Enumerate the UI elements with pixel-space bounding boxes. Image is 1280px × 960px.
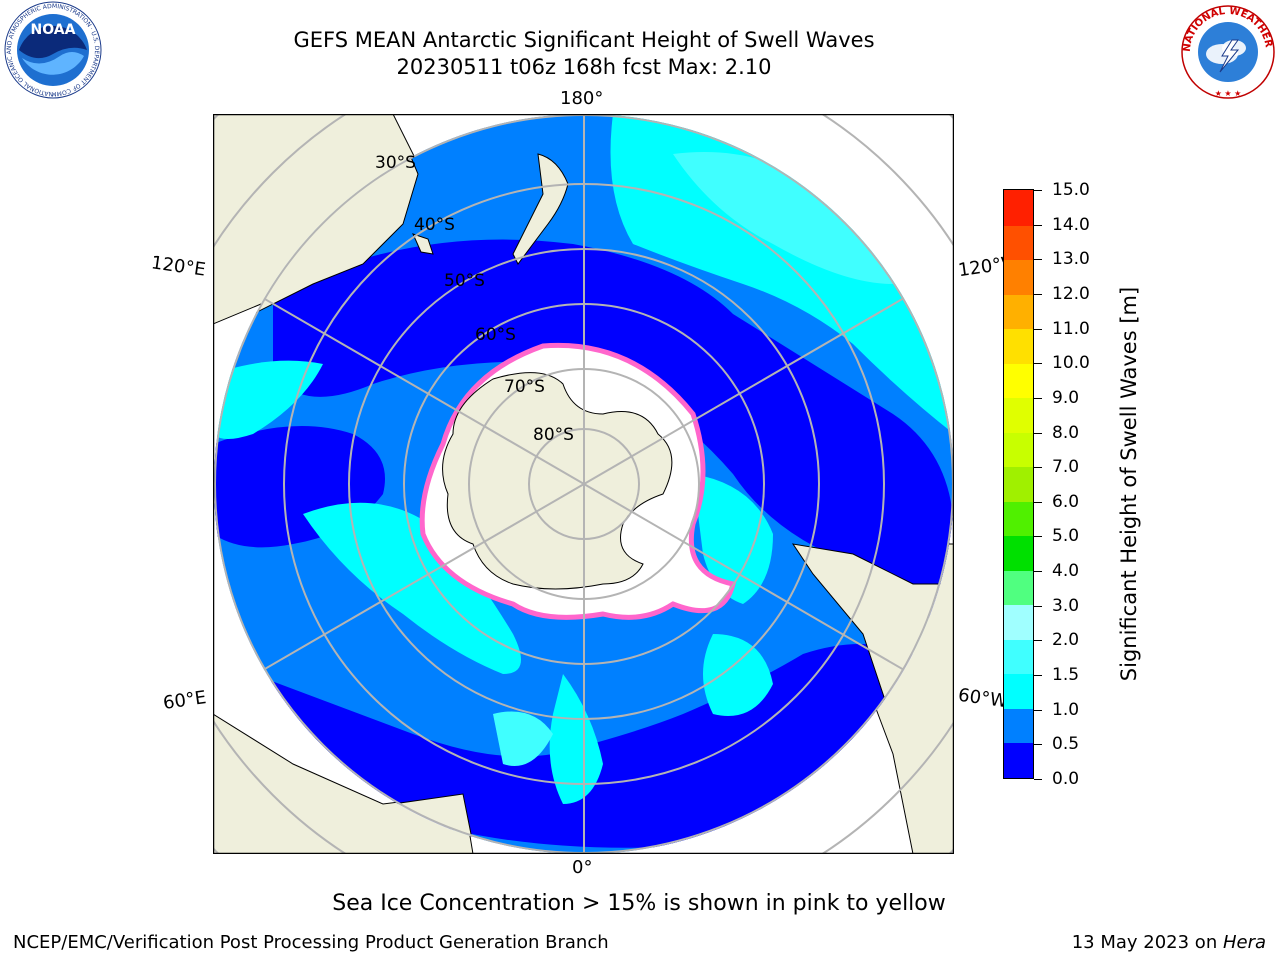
polar-map: 30°S 40°S 50°S 60°S 70°S 80°S — [213, 114, 954, 854]
colorbar-tick — [1034, 536, 1042, 538]
chart-title: GEFS MEAN Antarctic Significant Height o… — [293, 28, 875, 52]
colorbar-tick-label: 9.0 — [1052, 387, 1080, 408]
colorbar-tick — [1034, 363, 1042, 365]
colorbar-tick — [1034, 744, 1042, 746]
lon-label-60w: 60°W — [956, 684, 1009, 713]
colorbar-tick — [1034, 328, 1042, 330]
colorbar-segment — [1004, 570, 1033, 606]
colorbar-title: Significant Height of Swell Waves [m] — [1117, 286, 1141, 682]
colorbar-tick — [1034, 779, 1042, 780]
colorbar-tick — [1034, 190, 1042, 191]
colorbar-segment — [1004, 604, 1033, 640]
colorbar-segment — [1004, 294, 1033, 330]
colorbar-segment — [1004, 466, 1033, 502]
colorbar-tick-label: 1.5 — [1052, 665, 1080, 686]
colorbar-tick-label: 11.0 — [1052, 318, 1090, 339]
colorbar-segment — [1004, 639, 1033, 675]
colorbar — [1003, 189, 1034, 779]
lon-label-120e: 120°E — [149, 252, 207, 281]
colorbar-tick — [1034, 605, 1042, 607]
colorbar-tick — [1034, 259, 1042, 261]
colorbar-segment — [1004, 328, 1033, 364]
chart-subtitle: 20230511 t06z 168h fcst Max: 2.10 — [396, 55, 772, 79]
colorbar-segment — [1004, 535, 1033, 571]
colorbar-segment — [1004, 501, 1033, 537]
svg-text:NOAA: NOAA — [31, 22, 76, 38]
system-name: Hera — [1222, 932, 1266, 953]
colorbar-tick — [1034, 501, 1042, 503]
colorbar-tick-label: 0.0 — [1052, 769, 1080, 789]
colorbar-tick-label: 8.0 — [1052, 422, 1080, 443]
colorbar-segment — [1004, 708, 1033, 744]
nws-logo: NATIONAL WEATHER SERVICE ★ ★ ★ — [1176, 0, 1275, 99]
colorbar-tick — [1034, 293, 1042, 295]
colorbar-tick-label: 14.0 — [1052, 214, 1090, 235]
date-text: 13 May 2023 on Hera — [1072, 932, 1266, 953]
colorbar-tick-label: 7.0 — [1052, 457, 1080, 478]
lon-label-180: 180° — [560, 88, 604, 109]
credit-text: NCEP/EMC/Verification Post Processing Pr… — [13, 932, 609, 953]
colorbar-segment — [1004, 673, 1033, 709]
colorbar-tick-label: 13.0 — [1052, 249, 1090, 270]
colorbar-segment — [1004, 190, 1033, 226]
lat-label-60s: 60°S — [475, 325, 516, 345]
colorbar-segment — [1004, 432, 1033, 468]
colorbar-tick-label: 6.0 — [1052, 491, 1080, 512]
colorbar-tick-label: 2.0 — [1052, 630, 1080, 651]
colorbar-tick — [1034, 224, 1042, 226]
colorbar-tick — [1034, 675, 1042, 677]
colorbar-tick-label: 10.0 — [1052, 353, 1090, 374]
colorbar-tick — [1034, 432, 1042, 434]
colorbar-segment — [1004, 224, 1033, 261]
colorbar-tick-label: 1.0 — [1052, 699, 1080, 720]
lat-label-50s: 50°S — [444, 271, 485, 291]
colorbar-tick — [1034, 640, 1042, 642]
colorbar-segment — [1004, 742, 1033, 778]
lat-label-30s: 30°S — [375, 153, 416, 173]
colorbar-tick-label: 0.5 — [1052, 734, 1080, 755]
svg-text:★ ★ ★: ★ ★ ★ — [1215, 89, 1242, 98]
lat-label-80s: 80°S — [533, 425, 574, 445]
lon-label-60e: 60°E — [161, 687, 208, 714]
lat-label-70s: 70°S — [504, 377, 545, 397]
colorbar-segment — [1004, 363, 1033, 399]
colorbar-tick — [1034, 467, 1042, 469]
colorbar-segment — [1004, 397, 1033, 433]
colorbar-tick-label: 12.0 — [1052, 283, 1090, 304]
date-prefix: 13 May 2023 on — [1071, 932, 1223, 953]
colorbar-tick — [1034, 397, 1042, 399]
noaa-logo: NOAA NATIONAL OCEANIC AND ATMOSPHERIC AD… — [0, 0, 102, 99]
sea-ice-note: Sea Ice Concentration > 15% is shown in … — [332, 891, 946, 916]
colorbar-tick-label: 3.0 — [1052, 595, 1080, 616]
colorbar-tick — [1034, 571, 1042, 573]
colorbar-tick-label: 4.0 — [1052, 561, 1080, 582]
colorbar-tick-label: 5.0 — [1052, 526, 1080, 547]
colorbar-tick-label: 15.0 — [1052, 180, 1090, 200]
lon-label-0: 0° — [572, 857, 593, 878]
colorbar-segment — [1004, 259, 1033, 295]
colorbar-tick — [1034, 709, 1042, 711]
lat-label-40s: 40°S — [414, 215, 455, 235]
